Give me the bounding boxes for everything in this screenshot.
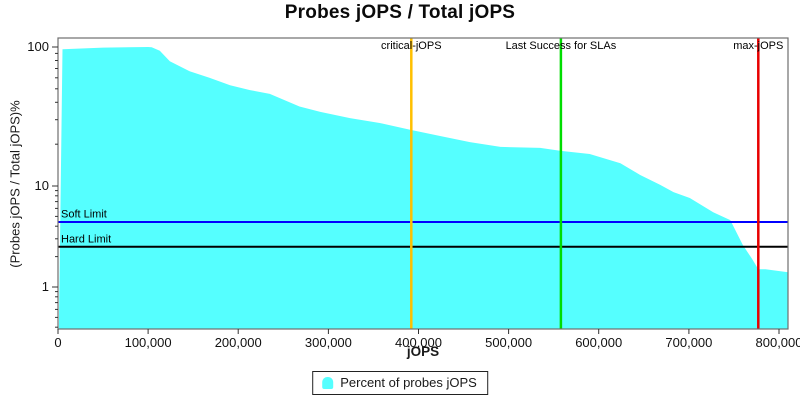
legend-label: Percent of probes jOPS	[340, 375, 477, 390]
x-tick-label: 0	[54, 335, 61, 350]
last-success-for-slas-label: Last Success for SLAs	[506, 40, 617, 52]
x-axis-title: jOPS	[406, 344, 440, 359]
y-axis-title: (Probes jOPS / Total jOPS)%	[7, 100, 23, 268]
y-tick-label: 10	[35, 178, 49, 193]
x-tick-label: 800,000	[756, 335, 800, 350]
hard-limit-label: Hard Limit	[61, 233, 111, 245]
x-tick-label: 400,000	[395, 335, 442, 350]
x-tick-label: 600,000	[575, 335, 622, 350]
chart-title: Probes jOPS / Total jOPS	[284, 2, 516, 23]
y-tick-label: 100	[27, 39, 49, 54]
max-jops-label: max-jOPS	[733, 40, 783, 52]
soft-limit-label: Soft Limit	[61, 209, 107, 221]
x-tick-label: 700,000	[665, 335, 712, 350]
x-tick-label: 200,000	[215, 335, 262, 350]
critical-jops-label: critical-jOPS	[381, 40, 442, 52]
plot-border	[57, 37, 789, 330]
y-tick-label: 1	[42, 279, 49, 294]
legend: Percent of probes jOPS	[312, 371, 488, 395]
area-series-percent-of-probes-jops	[58, 47, 788, 329]
x-tick-label: 500,000	[485, 335, 532, 350]
series-swatch-icon	[322, 376, 334, 389]
rt-curve-chart: Soft Limit Hard Limit critical-jOPS Last Su…	[27, 37, 800, 350]
x-tick-label: 300,000	[305, 335, 352, 350]
x-tick-label: 100,000	[125, 335, 172, 350]
